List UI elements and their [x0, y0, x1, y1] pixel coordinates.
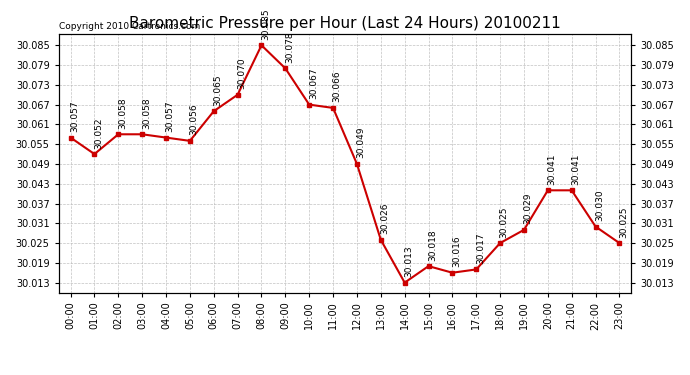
Text: 30.056: 30.056	[190, 104, 199, 135]
Text: 30.067: 30.067	[309, 68, 318, 99]
Text: 30.025: 30.025	[500, 206, 509, 237]
Text: 30.041: 30.041	[547, 153, 557, 185]
Text: 30.057: 30.057	[166, 100, 175, 132]
Text: 30.066: 30.066	[333, 71, 342, 102]
Text: Copyright 2010 Cartronics.com: Copyright 2010 Cartronics.com	[59, 22, 200, 31]
Text: 30.026: 30.026	[380, 203, 389, 234]
Text: 30.052: 30.052	[94, 117, 103, 148]
Text: 30.078: 30.078	[285, 31, 294, 63]
Text: 30.018: 30.018	[428, 229, 437, 261]
Text: 30.016: 30.016	[452, 236, 461, 267]
Text: 30.058: 30.058	[142, 97, 151, 129]
Title: Barometric Pressure per Hour (Last 24 Hours) 20100211: Barometric Pressure per Hour (Last 24 Ho…	[129, 16, 561, 31]
Text: 30.013: 30.013	[404, 245, 413, 277]
Text: 30.029: 30.029	[524, 193, 533, 224]
Text: 30.030: 30.030	[595, 189, 604, 221]
Text: 30.017: 30.017	[476, 232, 485, 264]
Text: 30.065: 30.065	[213, 74, 222, 106]
Text: 30.057: 30.057	[70, 100, 79, 132]
Text: 30.025: 30.025	[619, 206, 628, 237]
Text: 30.041: 30.041	[571, 153, 580, 185]
Text: 30.070: 30.070	[237, 57, 246, 89]
Text: 30.049: 30.049	[357, 127, 366, 158]
Text: 30.085: 30.085	[261, 8, 270, 40]
Text: 30.058: 30.058	[118, 97, 127, 129]
